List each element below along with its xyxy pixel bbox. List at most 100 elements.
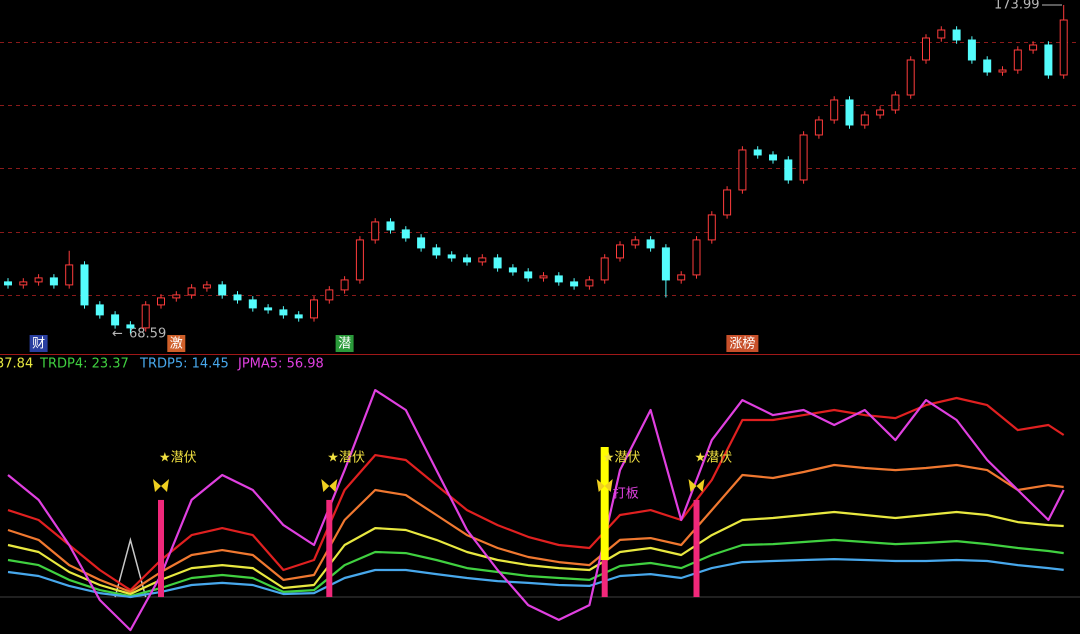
candle-body — [952, 29, 961, 41]
min-price-label: 68.59 — [129, 327, 166, 342]
butterfly-icon — [153, 479, 169, 492]
candle-body — [906, 59, 915, 96]
candle-body — [248, 299, 257, 309]
butterfly-icon — [688, 479, 705, 492]
event-tag: 涨榜 — [729, 336, 755, 352]
board-label: 打板 — [613, 487, 639, 502]
candle-body — [723, 189, 732, 216]
candle-body — [310, 299, 318, 319]
candle-body — [233, 294, 242, 301]
indicator-legend: 37.84 TRDP4: 23.37 TRDP5: 14.45 JPMA5: 5… — [0, 357, 324, 372]
candle-body — [1013, 49, 1022, 71]
candle-body — [860, 114, 869, 126]
candle-body — [1059, 19, 1068, 76]
candle-body — [600, 257, 609, 281]
signal-label: ★潜伏 — [327, 451, 365, 466]
candle-body — [80, 264, 89, 306]
candle-body — [447, 254, 456, 259]
legend-item: TRDP4: 23.37 — [39, 357, 129, 372]
signal-label: ★潜伏 — [695, 451, 733, 466]
candle-body — [49, 277, 58, 286]
candle-body — [784, 159, 793, 181]
event-tag-box — [29, 335, 48, 352]
butterfly-icon — [321, 479, 338, 492]
spike-line — [114, 537, 147, 598]
candle-body — [814, 119, 823, 136]
event-tag-box — [167, 335, 186, 352]
candle-body — [876, 109, 885, 116]
indicator-line — [7, 558, 1064, 599]
candle-body — [616, 244, 624, 259]
candle-body — [830, 99, 839, 121]
candle-body — [19, 281, 28, 286]
signal-bar — [693, 499, 700, 598]
event-tag-box — [726, 335, 759, 352]
indicator-line — [7, 463, 1064, 593]
candle-body — [585, 279, 594, 287]
event-tag: 财 — [32, 337, 45, 352]
event-tag-box — [335, 335, 354, 352]
legend-item: 37.84 — [0, 357, 33, 372]
candle-body — [95, 304, 104, 316]
candle-body — [508, 267, 517, 273]
candle-body — [753, 149, 762, 156]
candle-body — [294, 314, 303, 319]
candle-body — [922, 37, 930, 61]
indicator-line — [7, 396, 1065, 592]
candle-body — [692, 239, 701, 276]
signal-label: ★潜伏 — [603, 451, 641, 466]
candle-body — [983, 59, 992, 73]
candle-body — [4, 281, 12, 286]
candle-body — [279, 309, 288, 316]
candle-body — [661, 247, 670, 281]
candle-body — [738, 149, 747, 191]
candle-body — [463, 257, 471, 263]
candle-body — [340, 279, 349, 291]
signal-bar — [158, 499, 164, 598]
signal-bar — [600, 446, 609, 561]
signal-label: ★潜伏 — [159, 451, 197, 466]
min-arrow: ← — [112, 327, 123, 342]
candle-body — [386, 221, 395, 231]
candle-body — [845, 99, 854, 126]
candle-body — [65, 264, 74, 286]
candle-body — [141, 304, 150, 329]
indicator-line — [7, 510, 1064, 596]
candle-body — [554, 275, 563, 283]
candle-body — [631, 239, 640, 246]
candle-body — [218, 284, 227, 296]
candle-body — [264, 307, 273, 311]
legend-item: TRDP5: 14.45 — [139, 357, 229, 372]
candle-body — [325, 289, 334, 301]
candle-body — [967, 39, 976, 61]
signal-bar — [326, 499, 333, 598]
indicator-line — [7, 389, 1065, 632]
candle-body — [539, 275, 548, 279]
candle-body — [355, 239, 364, 281]
candle-body — [1044, 44, 1053, 76]
event-tag: 潜 — [338, 337, 351, 352]
candle-body — [417, 237, 426, 249]
candle-body — [202, 284, 211, 289]
candle-body — [401, 229, 410, 239]
candle-body — [799, 134, 808, 181]
event-tag: 激 — [170, 337, 183, 352]
candle-body — [432, 247, 441, 256]
candle-body — [677, 274, 686, 281]
candle-body — [937, 29, 946, 39]
indicator-line — [7, 538, 1064, 598]
candle-body — [172, 294, 181, 299]
max-price-label: 173.99 — [994, 0, 1040, 13]
candle-body — [111, 314, 120, 326]
candle-body — [524, 271, 533, 279]
candle-body — [646, 239, 655, 249]
signal-bar — [601, 560, 608, 598]
candle-body — [187, 287, 196, 296]
candle-body — [493, 257, 502, 269]
candle-body — [126, 324, 135, 329]
candle-body — [371, 221, 380, 241]
candle-body — [1029, 44, 1038, 51]
candle-body — [891, 94, 900, 111]
